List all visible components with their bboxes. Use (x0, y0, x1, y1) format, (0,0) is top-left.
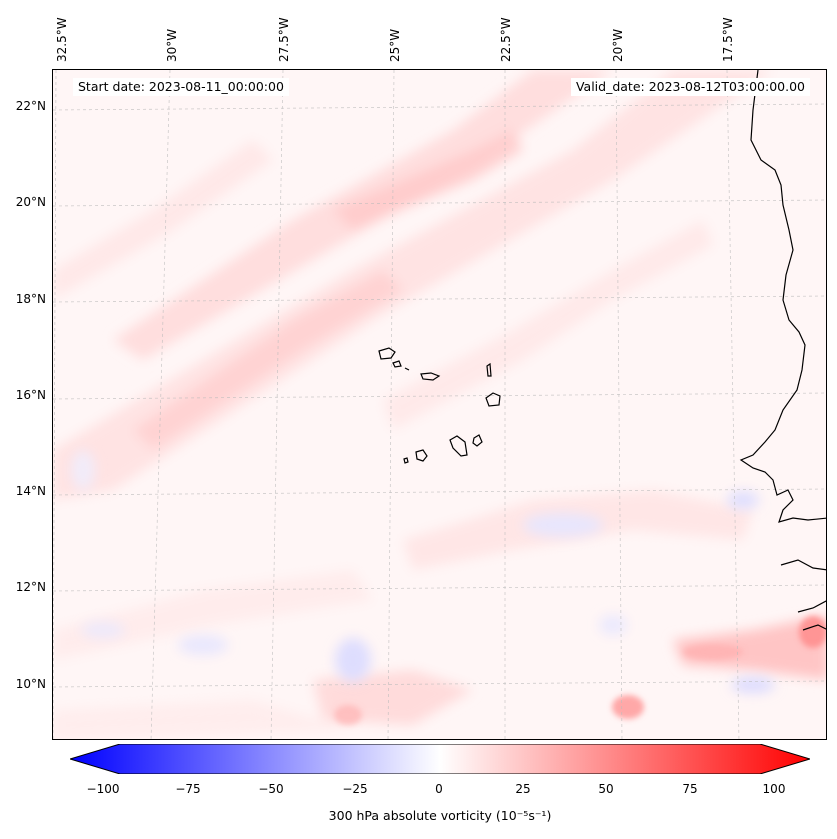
lat-label-10n: 10°N (15, 677, 46, 691)
lon-label-32-5w: 32.5°W (55, 17, 69, 62)
lat-label-12n: 12°N (15, 580, 46, 594)
vorticity-map (52, 69, 827, 740)
lat-label-22n: 22°N (15, 99, 46, 113)
colorbar-gradient (68, 743, 812, 775)
colorbar-tick: 50 (598, 782, 614, 796)
colorbar-tick: 25 (515, 782, 531, 796)
colorbar-tick: 0 (435, 782, 443, 796)
strong-positive-spots (334, 616, 826, 725)
colorbar-tick: −25 (342, 782, 368, 796)
lon-label-22-5w: 22.5°W (499, 17, 513, 62)
colorbar-tick: −75 (175, 782, 201, 796)
colorbar-tick: −100 (86, 782, 120, 796)
lon-label-17-5w: 17.5°W (721, 17, 735, 62)
lon-label-20w: 20°W (611, 28, 625, 62)
lon-label-30w: 30°W (165, 28, 179, 62)
lat-label-18n: 18°N (15, 292, 46, 306)
colorbar-label: 300 hPa absolute vorticity (10⁻⁵s⁻¹) (328, 808, 552, 823)
lon-label-25w: 25°W (388, 28, 402, 62)
colorbar-tick: −50 (258, 782, 284, 796)
graticule (53, 70, 826, 739)
lon-label-27-5w: 27.5°W (277, 17, 291, 62)
colorbar (68, 743, 812, 775)
cape-verde-islands (378, 347, 501, 464)
valid-date-label: Valid_date: 2023-08-12T03:00:00.00 (570, 78, 810, 96)
vorticity-bands (53, 70, 826, 739)
lat-label-20n: 20°N (15, 195, 46, 209)
vorticity-field (53, 70, 826, 739)
colorbar-tick: 75 (682, 782, 698, 796)
lat-label-14n: 14°N (15, 484, 46, 498)
coastline (739, 70, 826, 631)
colorbar-tick: 100 (762, 782, 786, 796)
lat-label-16n: 16°N (15, 388, 46, 402)
start-date-label: Start date: 2023-08-11_00:00:00 (73, 78, 289, 96)
